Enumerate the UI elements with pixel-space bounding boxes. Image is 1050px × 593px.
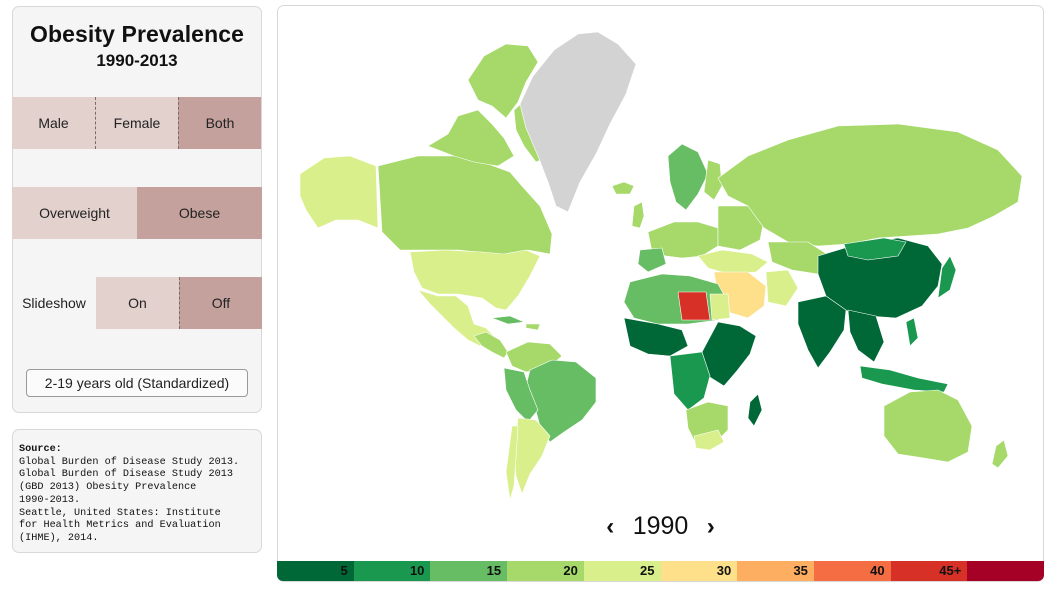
country-new-zealand bbox=[991, 439, 1009, 469]
page-title: Obesity Prevalence bbox=[29, 21, 245, 47]
legend-label: 20 bbox=[563, 563, 578, 578]
country-peru-bolivia bbox=[503, 367, 539, 423]
source-line: Global Burden of Disease Study 2013 bbox=[19, 469, 233, 481]
canadian-arctic-islands bbox=[427, 109, 515, 167]
map-panel: ‹ 1990 › bbox=[277, 5, 1044, 582]
source-heading: Source: bbox=[19, 444, 62, 455]
legend-swatch: 5 bbox=[277, 561, 354, 581]
legend-swatch: 15 bbox=[430, 561, 508, 581]
legend-swatch: 30 bbox=[660, 561, 738, 581]
legend-swatch: 10 bbox=[353, 561, 431, 581]
canadian-arctic-islands-north bbox=[467, 43, 539, 119]
slideshow-label: Slideshow bbox=[22, 295, 86, 311]
legend-swatch bbox=[967, 561, 1044, 581]
iberia bbox=[637, 247, 667, 273]
country-alaska bbox=[299, 155, 379, 229]
scandinavia bbox=[667, 143, 709, 211]
country-chile bbox=[505, 425, 519, 501]
legend-swatch: 25 bbox=[583, 561, 661, 581]
weight-selector: Overweight Obese bbox=[12, 187, 262, 239]
country-canada bbox=[377, 155, 553, 257]
current-year: 1990 bbox=[632, 512, 689, 540]
country-japan bbox=[937, 255, 957, 299]
central-america bbox=[473, 331, 509, 359]
country-finland bbox=[703, 159, 723, 201]
country-madagascar bbox=[747, 393, 763, 427]
source-line: (IHME), 2014. bbox=[19, 532, 99, 544]
source-line: for Health Metrics and Evaluation bbox=[19, 520, 221, 532]
legend-label: 10 bbox=[409, 563, 425, 578]
control-panel: Obesity Prevalence 1990-2013 Male Female… bbox=[12, 6, 262, 413]
caribbean bbox=[525, 323, 541, 331]
country-greenland bbox=[519, 31, 637, 213]
west-africa bbox=[623, 317, 689, 357]
slideshow-on-button[interactable]: On bbox=[96, 277, 179, 329]
legend-swatch: 45+ bbox=[890, 561, 968, 581]
country-argentina bbox=[513, 417, 551, 495]
legend-label: 35 bbox=[793, 563, 808, 578]
legend-label: 5 bbox=[340, 563, 348, 578]
overweight-button[interactable]: Overweight bbox=[12, 187, 137, 239]
country-russia bbox=[717, 123, 1023, 247]
country-mongolia bbox=[843, 237, 907, 261]
country-iran bbox=[765, 269, 799, 307]
legend-label: 25 bbox=[640, 563, 655, 578]
chevron-right-icon[interactable]: › bbox=[706, 512, 715, 540]
world-map[interactable] bbox=[278, 6, 1044, 561]
country-india bbox=[797, 295, 847, 369]
female-button[interactable]: Female bbox=[95, 97, 178, 149]
legend-label: 15 bbox=[486, 563, 502, 578]
male-button[interactable]: Male bbox=[12, 97, 95, 149]
country-south-africa bbox=[693, 429, 725, 451]
chevron-left-icon[interactable]: ‹ bbox=[606, 512, 615, 540]
sex-selector: Male Female Both bbox=[12, 97, 261, 149]
legend-label: 30 bbox=[716, 563, 732, 578]
country-uk bbox=[631, 201, 645, 229]
slideshow-selector: Slideshow On Off bbox=[12, 277, 262, 329]
country-usa bbox=[409, 249, 541, 311]
country-cuba bbox=[491, 315, 525, 325]
source-line: 1990-2013. bbox=[19, 494, 81, 506]
country-philippines bbox=[905, 317, 919, 347]
country-egypt bbox=[709, 293, 731, 321]
source-box: Source: Global Burden of Disease Study 2… bbox=[12, 429, 262, 553]
legend-label: 40 bbox=[870, 563, 885, 578]
legend-swatch: 40 bbox=[813, 561, 891, 581]
year-range: 1990-2013 bbox=[96, 51, 178, 70]
balkans-turkey bbox=[697, 249, 769, 275]
legend-label: 45+ bbox=[939, 563, 962, 578]
country-australia bbox=[883, 389, 973, 463]
legend-swatch: 35 bbox=[737, 561, 814, 581]
country-iceland bbox=[611, 181, 635, 195]
southeast-asia bbox=[847, 309, 885, 363]
country-mexico bbox=[417, 289, 495, 347]
legend-swatch: 20 bbox=[507, 561, 584, 581]
source-line: Global Burden of Disease Study 2013. bbox=[19, 456, 240, 468]
country-indonesia bbox=[859, 365, 949, 393]
central-africa bbox=[669, 351, 711, 411]
both-button[interactable]: Both bbox=[178, 97, 261, 149]
source-line: Seattle, United States: Institute bbox=[19, 507, 221, 519]
slideshow-off-button[interactable]: Off bbox=[179, 277, 262, 329]
year-navigator: ‹ 1990 › bbox=[278, 512, 1043, 541]
age-group-button[interactable]: 2-19 years old (Standardized) bbox=[26, 369, 248, 397]
country-libya bbox=[677, 291, 711, 321]
source-line: (GBD 2013) Obesity Prevalence bbox=[19, 482, 197, 494]
color-legend: 5 10 15 20 25 30 35 40 45+ bbox=[277, 561, 1044, 581]
obese-button[interactable]: Obese bbox=[137, 187, 262, 239]
